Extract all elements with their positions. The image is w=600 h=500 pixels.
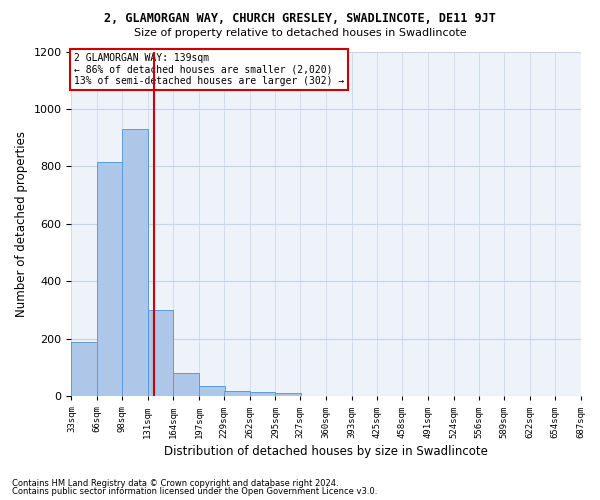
Bar [250, 392, 275, 396]
Text: Contains HM Land Registry data © Crown copyright and database right 2024.: Contains HM Land Registry data © Crown c… [12, 478, 338, 488]
Bar [275, 394, 301, 396]
Bar [173, 374, 199, 396]
Text: Contains public sector information licensed under the Open Government Licence v3: Contains public sector information licen… [12, 487, 377, 496]
Bar [122, 129, 148, 396]
Bar [71, 342, 97, 396]
Text: 2, GLAMORGAN WAY, CHURCH GRESLEY, SWADLINCOTE, DE11 9JT: 2, GLAMORGAN WAY, CHURCH GRESLEY, SWADLI… [104, 12, 496, 26]
X-axis label: Distribution of detached houses by size in Swadlincote: Distribution of detached houses by size … [164, 444, 488, 458]
Text: 2 GLAMORGAN WAY: 139sqm
← 86% of detached houses are smaller (2,020)
13% of semi: 2 GLAMORGAN WAY: 139sqm ← 86% of detache… [74, 53, 344, 86]
Bar [148, 310, 173, 396]
Y-axis label: Number of detached properties: Number of detached properties [15, 131, 28, 317]
Bar [97, 162, 123, 396]
Text: Size of property relative to detached houses in Swadlincote: Size of property relative to detached ho… [134, 28, 466, 38]
Bar [224, 390, 250, 396]
Bar [199, 386, 225, 396]
